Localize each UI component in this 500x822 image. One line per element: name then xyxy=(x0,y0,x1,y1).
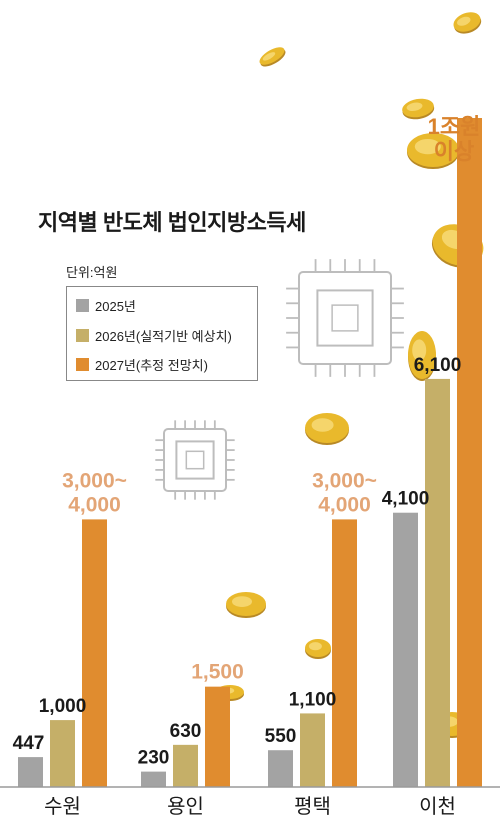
legend-label-2027: 2027년(추정 전망치) xyxy=(95,357,208,373)
data-label-1-1: 630 xyxy=(170,721,202,742)
coin-shine xyxy=(406,102,423,112)
bar-0-1 xyxy=(141,771,166,787)
legend-item-2027: 2027년(추정 전망치) xyxy=(76,355,208,373)
bar-1-3 xyxy=(425,378,450,787)
unit-label: 단위:억원 xyxy=(66,265,118,280)
legend-label-2026: 2026년(실적기반 예상치) xyxy=(95,328,232,344)
coin-icon xyxy=(402,98,435,120)
bar-2-1 xyxy=(205,686,230,787)
legend: 2025년 2026년(실적기반 예상치) 2027년(추정 전망치) xyxy=(66,286,258,381)
annotation-1-trillion: 1조원 이상 xyxy=(424,114,484,164)
coin-icon xyxy=(407,133,459,169)
coin-shine xyxy=(457,16,471,26)
chip-icon-small xyxy=(155,420,235,500)
coin-shine xyxy=(311,418,334,432)
coin-shine xyxy=(232,596,252,607)
bar-2-2 xyxy=(332,519,357,787)
chip-icon xyxy=(286,259,404,377)
x-tick-label-3: 이천 xyxy=(419,795,456,818)
coin-icon xyxy=(305,639,331,659)
bar-1-0 xyxy=(50,720,75,787)
bar-2-0 xyxy=(82,519,107,787)
coin-icon xyxy=(305,413,349,445)
coin-icon xyxy=(226,592,266,618)
coin-shine xyxy=(308,642,322,651)
bars-layer xyxy=(18,118,482,787)
legend-swatch-2027 xyxy=(76,357,89,371)
coin-shine xyxy=(412,339,427,362)
coin-shine xyxy=(414,138,441,155)
chip-icon-core xyxy=(316,289,374,347)
data-label-1-2: 1,100 xyxy=(289,689,337,710)
chip-icon-die xyxy=(331,304,359,332)
data-labels-layer: 4472305504,1001,0006301,1006,1003,000~4,… xyxy=(13,355,462,769)
data-label-0-1: 230 xyxy=(138,748,170,769)
data-label-2-0: 3,000~ xyxy=(62,469,127,492)
chip-icon-small-frame xyxy=(163,428,227,492)
coin-icon xyxy=(453,12,482,34)
bar-2-3 xyxy=(457,118,482,787)
legend-item-2025: 2025년 xyxy=(76,296,136,314)
coin-icon xyxy=(408,331,436,381)
bar-1-1 xyxy=(173,744,198,787)
annotation-line-2: 이상 xyxy=(433,139,475,164)
x-tick-label-2: 평택 xyxy=(294,795,331,818)
chip-icon-small-core xyxy=(175,440,215,480)
bar-1-2 xyxy=(300,713,325,787)
x-tick-label-0: 수원 xyxy=(44,795,81,818)
legend-item-2026: 2026년(실적기반 예상치) xyxy=(76,326,232,344)
bar-0-2 xyxy=(268,750,293,787)
data-label-1-3: 6,100 xyxy=(414,355,462,376)
data-label-2-0: 4,000 xyxy=(68,493,121,516)
data-label-2-2: 3,000~ xyxy=(312,469,377,492)
x-tick-labels-layer: 수원 용인 평택 이천 xyxy=(44,795,456,818)
decoration-layer xyxy=(155,12,484,738)
data-label-2-2: 4,000 xyxy=(318,493,371,516)
legend-swatch-2026 xyxy=(76,328,89,342)
data-label-0-2: 550 xyxy=(265,726,297,747)
coin-shine xyxy=(262,52,276,61)
coin-icon xyxy=(259,47,286,67)
data-label-1-0: 1,000 xyxy=(39,696,87,717)
chart-title: 지역별 반도체 법인지방소득세 xyxy=(38,210,306,235)
data-label-2-1: 1,500 xyxy=(191,661,244,684)
legend-swatch-2025 xyxy=(76,298,89,312)
bar-0-0 xyxy=(18,757,43,787)
chip-icon-frame xyxy=(298,271,392,365)
bar-0-3 xyxy=(393,512,418,787)
chip-icon-small-die xyxy=(185,450,205,470)
annotation-line-1: 1조원 xyxy=(427,114,481,139)
legend-label-2025: 2025년 xyxy=(95,298,136,314)
data-label-0-3: 4,100 xyxy=(382,489,430,510)
data-label-0-0: 447 xyxy=(13,733,45,754)
x-tick-label-1: 용인 xyxy=(167,795,204,818)
